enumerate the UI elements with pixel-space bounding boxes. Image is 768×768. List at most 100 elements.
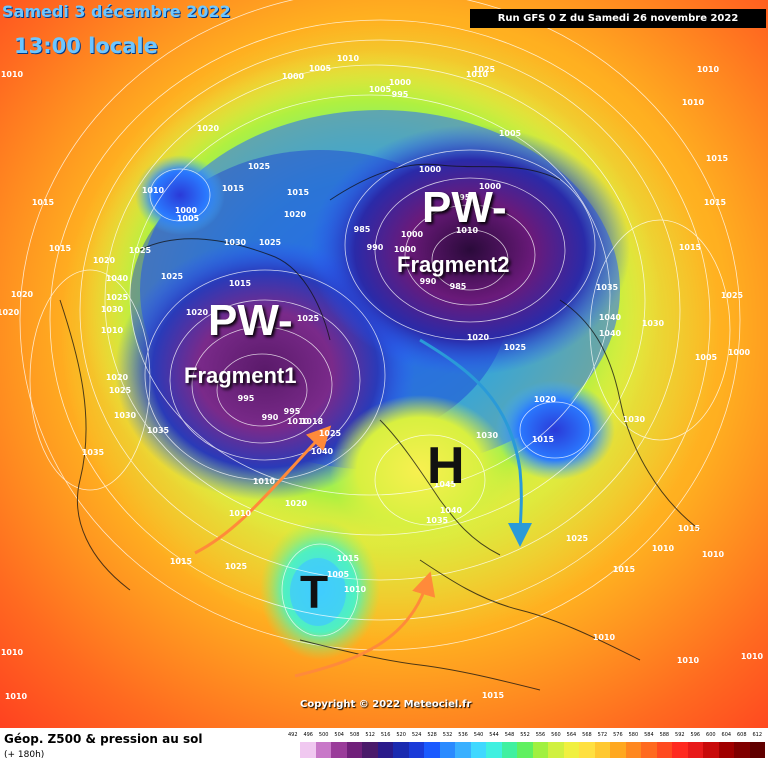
isobar-label: 1025 [248, 162, 271, 171]
color-scale-tick: 600 [706, 732, 716, 738]
color-scale-tick: 540 [473, 732, 484, 738]
isobar-label: 1000 [419, 165, 442, 174]
isobar-label: 1015 [679, 243, 702, 252]
isobar-label: 1015 [532, 435, 555, 444]
isobar-label: 1025 [566, 534, 589, 543]
isobar-label: 1010 [593, 633, 616, 642]
color-scale-swatch [703, 742, 719, 758]
color-scale-swatch [362, 742, 378, 758]
isobar-label: 1020 [106, 373, 129, 382]
color-scale-swatch [455, 742, 471, 758]
isobar-label: 1025 [721, 291, 744, 300]
color-scale-swatch [486, 742, 502, 758]
isobar-label: 1020 [93, 256, 116, 265]
isobar-label: 1010 [5, 692, 28, 701]
isobar-label: 1005 [309, 64, 332, 73]
isobar-label: 1010 [677, 656, 700, 665]
isobar-label: 1030 [476, 431, 499, 440]
color-scale-swatch [610, 742, 626, 758]
color-scale-swatch [285, 742, 301, 758]
isobar-label: 1010 [344, 585, 367, 594]
color-scale-swatch [749, 742, 766, 758]
isobar-label: 995 [238, 394, 255, 403]
isobar-label: 1015 [613, 565, 636, 574]
isobar-label: 1000 [479, 182, 502, 191]
isobar-label: 1010 [229, 509, 252, 518]
color-scale-tick: 532 [442, 732, 453, 738]
color-scale-tick: 612 [752, 732, 763, 738]
isobar-label: 995 [284, 407, 301, 416]
isobar-label: 1030 [114, 411, 137, 420]
isobar-label: 1010 [287, 417, 310, 426]
isobar-label: 1020 [534, 395, 557, 404]
isobar-label: 1010 [1, 648, 24, 657]
color-scale-tick: 504 [334, 732, 344, 738]
color-scale-tick: 544 [489, 732, 499, 738]
isobar-label: 1040 [599, 313, 622, 322]
color-scale-tick: 520 [396, 732, 406, 738]
color-scale-swatch [393, 742, 409, 758]
isobar-label: 1025 [129, 246, 152, 255]
isobar-label: 1010 [456, 226, 479, 235]
isobar-label: 1025 [225, 562, 248, 571]
isobar-label: 1010 [702, 550, 725, 559]
isobar-label: 990 [262, 413, 279, 422]
legend-subtitle: (+ 180h) [4, 750, 45, 760]
isobar-label: 1030 [224, 238, 247, 247]
isobar-label: 1015 [704, 198, 727, 207]
isobar-label: 1010 [697, 65, 720, 74]
warm-air-arrow-west [194, 425, 332, 555]
color-scale-swatch [470, 742, 487, 758]
color-scale-tick: 572 [597, 732, 608, 738]
color-scale-swatch [501, 742, 518, 758]
isobar-label: 1010 [337, 54, 360, 63]
color-scale-swatch [625, 742, 642, 758]
isobar-label: 1035 [147, 426, 170, 435]
forecast-local-time: 13:00 locale [14, 34, 158, 58]
isobar-label: 1000 [389, 78, 412, 87]
color-scale-tick: 496 [303, 732, 313, 738]
isobar-label: 1025 [109, 386, 132, 395]
color-scale-swatch [532, 742, 549, 758]
isobar-label: 1005 [695, 353, 718, 362]
color-scale-tick: 556 [535, 732, 546, 738]
copyright: Copyright © 2022 Meteociel.fr [300, 699, 472, 710]
isobar-label: 1025 [319, 429, 342, 438]
isobar-label: 1015 [287, 188, 310, 197]
color-scale-swatch [594, 742, 611, 758]
isobar-label: 1010 [253, 477, 276, 486]
isobar-label: 1015 [482, 691, 505, 700]
isobar-labels: 1010101010001005101010001005995101010251… [0, 54, 764, 701]
isobar-label: 1005 [499, 129, 522, 138]
isobar-label: 1040 [440, 506, 463, 515]
model-run-info: Run GFS 0 Z du Samedi 26 novembre 2022 [470, 9, 766, 28]
isobar-label: 1035 [426, 516, 449, 525]
color-scale-tick: 604 [721, 732, 732, 738]
color-scale-swatch [377, 742, 394, 758]
color-scale-swatch [718, 742, 735, 758]
color-scale-tick: 524 [411, 732, 422, 738]
color-scale-tick: 564 [566, 732, 577, 738]
isobar-label: 1010 [682, 98, 705, 107]
isobar-label: 1020 [186, 308, 209, 317]
isobar-label: 990 [420, 277, 437, 286]
color-scale-tick: 492 [287, 732, 298, 738]
cold-air-arrow [419, 338, 533, 547]
isobar-label: 1040 [311, 447, 334, 456]
isobar-label: 1030 [101, 305, 124, 314]
isobar-label: 1015 [222, 184, 245, 193]
color-scale [285, 742, 766, 758]
isobar-label: 1010 [101, 326, 124, 335]
color-scale-ticks: 492 496 500 504 508 512 516 520 524 528 532 536 540 5… [285, 732, 765, 744]
color-scale-tick: 560 [551, 732, 561, 738]
color-scale-swatch [408, 742, 425, 758]
isobar-label: 1020 [197, 124, 220, 133]
color-scale-swatch [439, 742, 456, 758]
color-scale-swatch [300, 742, 316, 758]
color-scale-tick: 596 [690, 732, 701, 738]
isobar-label: 1020 [0, 308, 20, 317]
isobar-label: 1030 [623, 415, 646, 424]
isobar-label: 1020 [284, 210, 307, 219]
color-scale-tick: 512 [365, 732, 375, 738]
color-scale-swatch [656, 742, 673, 758]
